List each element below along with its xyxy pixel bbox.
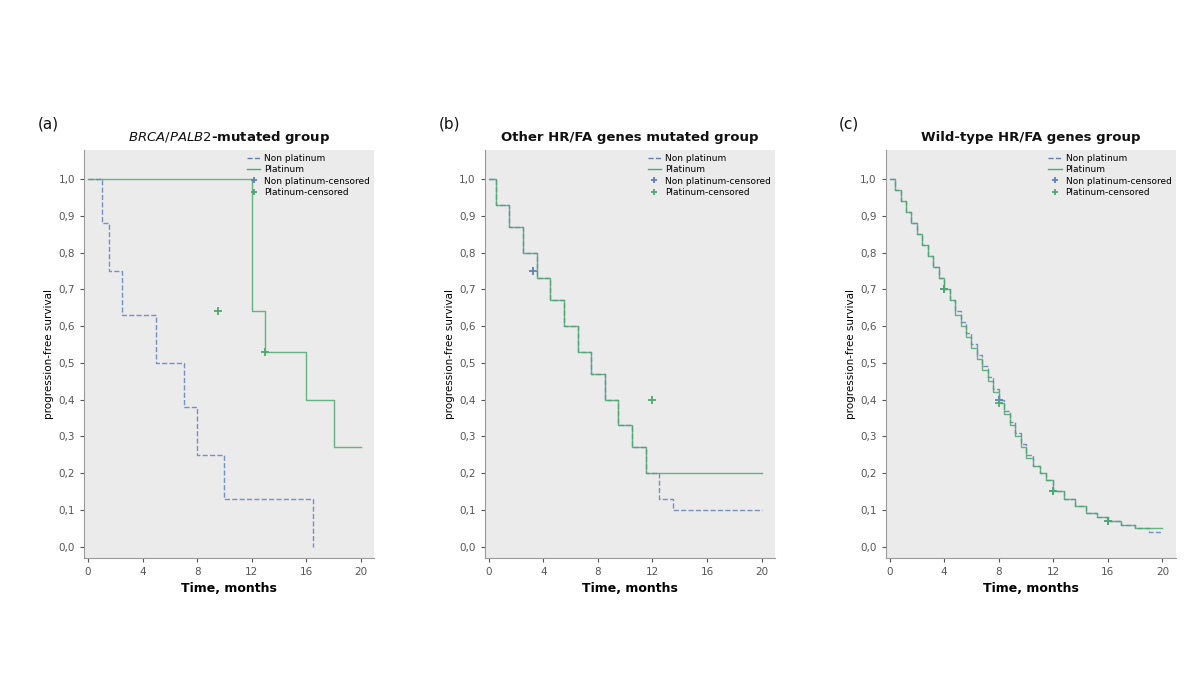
Y-axis label: progression-free survival: progression-free survival <box>846 288 856 419</box>
Text: (b): (b) <box>438 117 460 132</box>
Legend: Non platinum, Platinum, Non platinum-censored, Platinum-censored: Non platinum, Platinum, Non platinum-cen… <box>646 152 773 199</box>
X-axis label: Time, months: Time, months <box>983 582 1079 595</box>
Title: Other HR/FA genes mutated group: Other HR/FA genes mutated group <box>502 131 758 144</box>
Y-axis label: progression-free survival: progression-free survival <box>445 288 455 419</box>
Y-axis label: progression-free survival: progression-free survival <box>44 288 54 419</box>
X-axis label: Time, months: Time, months <box>181 582 277 595</box>
Title: $\it{BRCA/PALB2}$-mutated group: $\it{BRCA/PALB2}$-mutated group <box>128 129 330 146</box>
Legend: Non platinum, Platinum, Non platinum-censored, Platinum-censored: Non platinum, Platinum, Non platinum-cen… <box>245 152 372 199</box>
X-axis label: Time, months: Time, months <box>582 582 678 595</box>
Title: Wild-type HR/FA genes group: Wild-type HR/FA genes group <box>922 131 1140 144</box>
Text: (c): (c) <box>839 117 859 132</box>
Legend: Non platinum, Platinum, Non platinum-censored, Platinum-censored: Non platinum, Platinum, Non platinum-cen… <box>1046 152 1174 199</box>
Text: (a): (a) <box>37 117 59 132</box>
